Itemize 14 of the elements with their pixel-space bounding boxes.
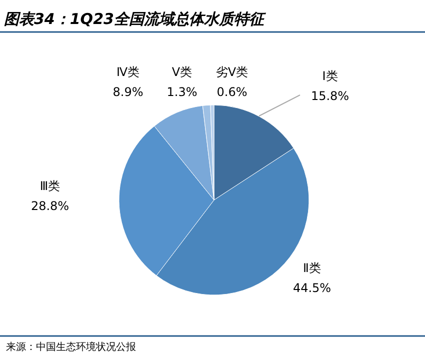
chart-title: 图表34：1Q23全国流域总体水质特征 xyxy=(4,10,267,28)
slice-label: Ⅳ类 xyxy=(116,65,140,79)
source-note: 来源：中国生态环境状况公报 xyxy=(6,341,136,353)
data-label: 15.8% xyxy=(310,89,350,103)
slice-label: Ⅰ类 xyxy=(322,69,338,83)
data-label: 28.8% xyxy=(30,199,70,213)
slice-label: Ⅲ类 xyxy=(40,179,60,193)
slice-label: Ⅴ类 xyxy=(172,65,192,79)
slice-label: 劣Ⅴ类 xyxy=(216,65,248,79)
slice-label: Ⅱ类 xyxy=(303,261,321,275)
data-label: 44.5% xyxy=(292,281,332,295)
data-label: 8.9% xyxy=(112,85,144,99)
data-label: 1.3% xyxy=(166,85,198,99)
data-label: 0.6% xyxy=(216,85,248,99)
